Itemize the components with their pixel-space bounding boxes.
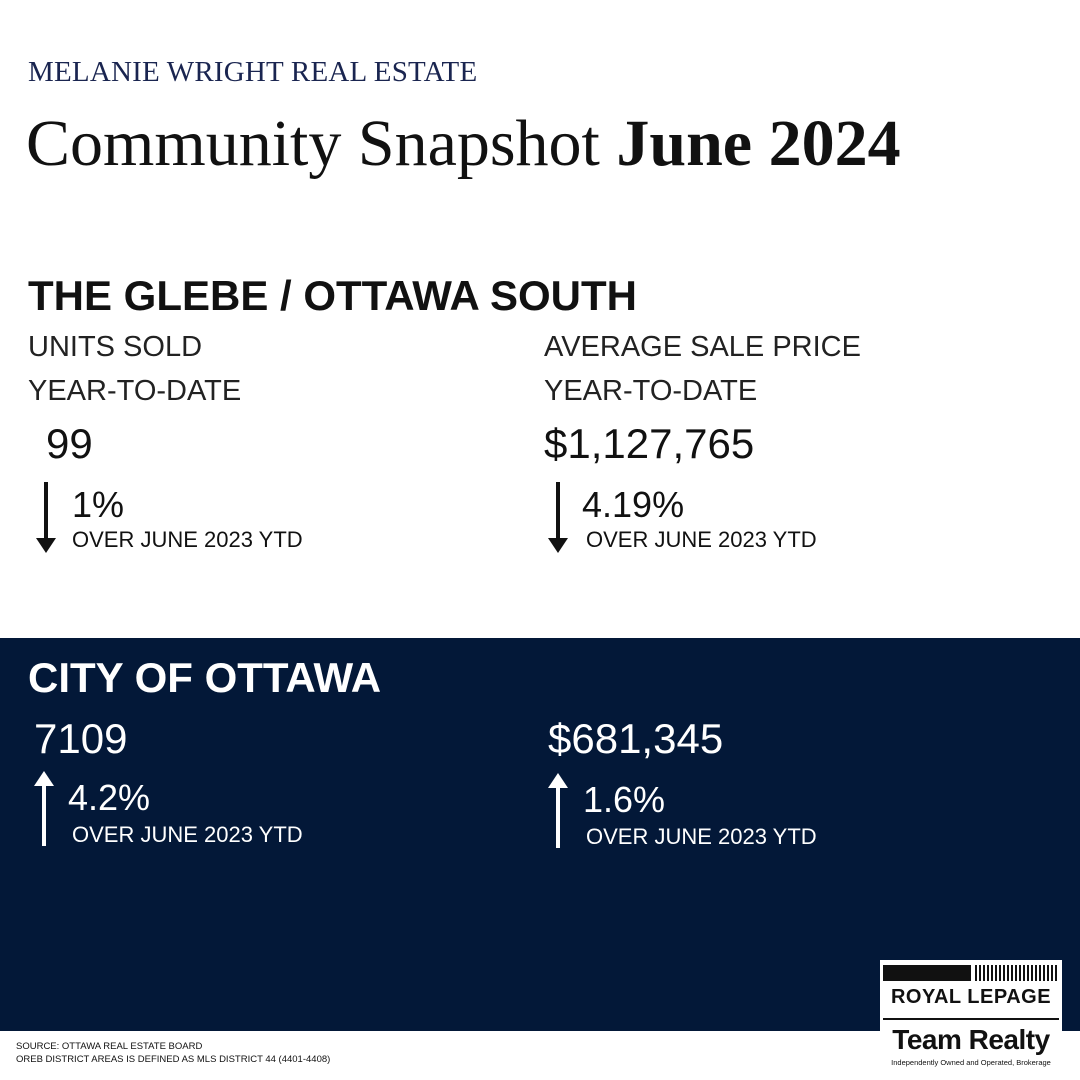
glebe-price-change: 4.19% xyxy=(582,484,685,525)
glebe-price-value: $1,127,765 xyxy=(544,420,755,467)
glebe-units-change: 1% xyxy=(72,484,125,525)
glebe-heading: THE GLEBE / OTTAWA SOUTH xyxy=(28,272,637,319)
ottawa-price-value: $681,345 xyxy=(548,715,724,762)
ottawa-units-comparison: OVER JUNE 2023 YTD xyxy=(72,822,303,847)
logo-tagline: Independently Owned and Operated, Broker… xyxy=(891,1058,1051,1067)
glebe-units-value: 99 xyxy=(46,420,93,467)
footer-note: OREB DISTRICT AREAS IS DEFINED AS MLS DI… xyxy=(16,1054,331,1065)
glebe-units-period: YEAR-TO-DATE xyxy=(28,375,242,407)
ottawa-heading: CITY OF OTTAWA xyxy=(28,654,382,701)
down-arrow-icon xyxy=(546,480,570,554)
up-arrow-icon xyxy=(546,772,570,850)
logo-line1: ROYAL LEPAGE xyxy=(890,986,1052,1008)
ottawa-units-change: 4.2% xyxy=(68,777,151,818)
down-arrow-icon xyxy=(34,480,58,554)
ottawa-price-comparison: OVER JUNE 2023 YTD xyxy=(586,824,817,849)
glebe-price-period: YEAR-TO-DATE xyxy=(544,375,758,407)
glebe-price-label: AVERAGE SALE PRICE xyxy=(544,331,861,363)
glebe-units-label: UNITS SOLD xyxy=(28,331,203,363)
ottawa-price-change: 1.6% xyxy=(583,779,666,820)
logo-barcode-icon xyxy=(883,965,1057,981)
logo-line2: Team Realty xyxy=(883,1018,1059,1056)
glebe-units-comparison: OVER JUNE 2023 YTD xyxy=(72,527,303,552)
up-arrow-icon xyxy=(32,770,56,848)
title-highlight: June 2024 xyxy=(616,107,901,180)
glebe-price-comparison: OVER JUNE 2023 YTD xyxy=(586,527,817,552)
page-title: Community Snapshot June 2024 xyxy=(26,107,901,181)
footer-source: SOURCE: OTTAWA REAL ESTATE BOARD xyxy=(16,1041,203,1052)
ottawa-units-value: 7109 xyxy=(34,715,128,762)
title-prefix: Community Snapshot xyxy=(26,107,600,180)
royal-lepage-logo: ROYAL LEPAGE Team Realty Independently O… xyxy=(880,960,1062,1072)
brand-name: MELANIE WRIGHT REAL ESTATE xyxy=(28,56,478,88)
